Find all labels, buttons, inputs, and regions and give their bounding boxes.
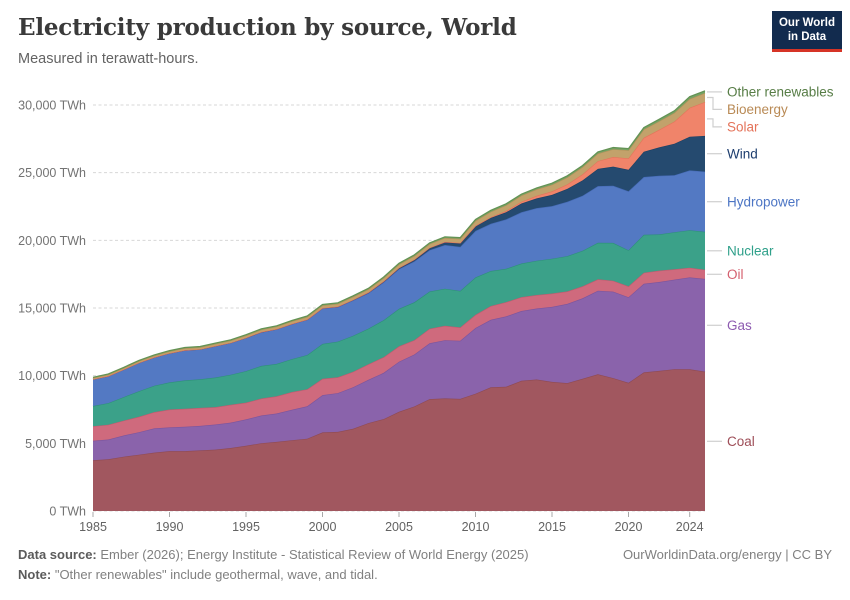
x-tick-label-2010: 2010 (462, 520, 490, 534)
y-tick-label-5000: 5,000 TWh (25, 437, 86, 451)
owid-logo-line2: in Data (787, 31, 827, 44)
y-tick-label-10000: 10,000 TWh (18, 369, 86, 383)
page-title: Electricity production by source, World (18, 14, 517, 41)
legend-label-nuclear[interactable]: Nuclear (727, 243, 774, 258)
y-tick-label-0: 0 TWh (49, 505, 86, 519)
note-label: Note: (18, 567, 52, 582)
legend-connector-solar (707, 118, 722, 128)
x-tick-label-2000: 2000 (309, 520, 337, 534)
y-tick-label-25000: 25,000 TWh (18, 166, 86, 180)
chart-footer: Data source: Ember (2026); Energy Instit… (18, 547, 832, 582)
owid-logo-line1: Our World (778, 17, 835, 29)
area-coal[interactable] (93, 369, 705, 511)
y-tick-label-30000: 30,000 TWh (18, 99, 86, 113)
data-source-line: Data source: Ember (2026); Energy Instit… (18, 547, 529, 562)
legend-label-gas[interactable]: Gas (727, 318, 752, 333)
area-top-line-other-renewables (92, 90, 706, 378)
x-tick-label-2024: 2024 (676, 520, 704, 534)
legend-label-bioenergy[interactable]: Bioenergy (727, 102, 788, 117)
legend-label-other-renewables[interactable]: Other renewables (727, 85, 834, 100)
data-source-label: Data source: (18, 547, 97, 562)
legend-connector-bioenergy (707, 96, 722, 110)
area-oil[interactable] (93, 267, 705, 441)
page-subtitle: Measured in terawatt-hours. (18, 51, 199, 67)
x-tick-label-2005: 2005 (385, 520, 413, 534)
legend-label-coal[interactable]: Coal (727, 434, 755, 449)
owid-url-link[interactable]: OurWorldinData.org/energy | CC BY (622, 547, 832, 562)
x-tick-label-2020: 2020 (615, 520, 643, 534)
owid-logo[interactable]: Our World in Data (771, 11, 842, 52)
x-tick-label-1995: 1995 (232, 520, 260, 534)
y-tick-label-20000: 20,000 TWh (18, 234, 86, 248)
note-text: "Other renewables" include geothermal, w… (51, 567, 378, 582)
area-hydropower[interactable] (93, 170, 705, 406)
area-wind[interactable] (93, 135, 705, 380)
x-tick-label-1990: 1990 (156, 520, 184, 534)
x-tick-label-1985: 1985 (79, 520, 107, 534)
area-gas[interactable] (93, 277, 705, 461)
y-tick-label-15000: 15,000 TWh (18, 302, 86, 316)
legend-label-wind[interactable]: Wind (727, 146, 758, 161)
legend-label-oil[interactable]: Oil (727, 267, 744, 282)
x-tick-label-2015: 2015 (538, 520, 566, 534)
legend-label-hydropower[interactable]: Hydropower (727, 194, 800, 209)
area-nuclear[interactable] (93, 230, 705, 427)
data-source-text: Ember (2026); Energy Institute - Statist… (96, 547, 529, 562)
legend-label-solar[interactable]: Solar (727, 120, 759, 135)
